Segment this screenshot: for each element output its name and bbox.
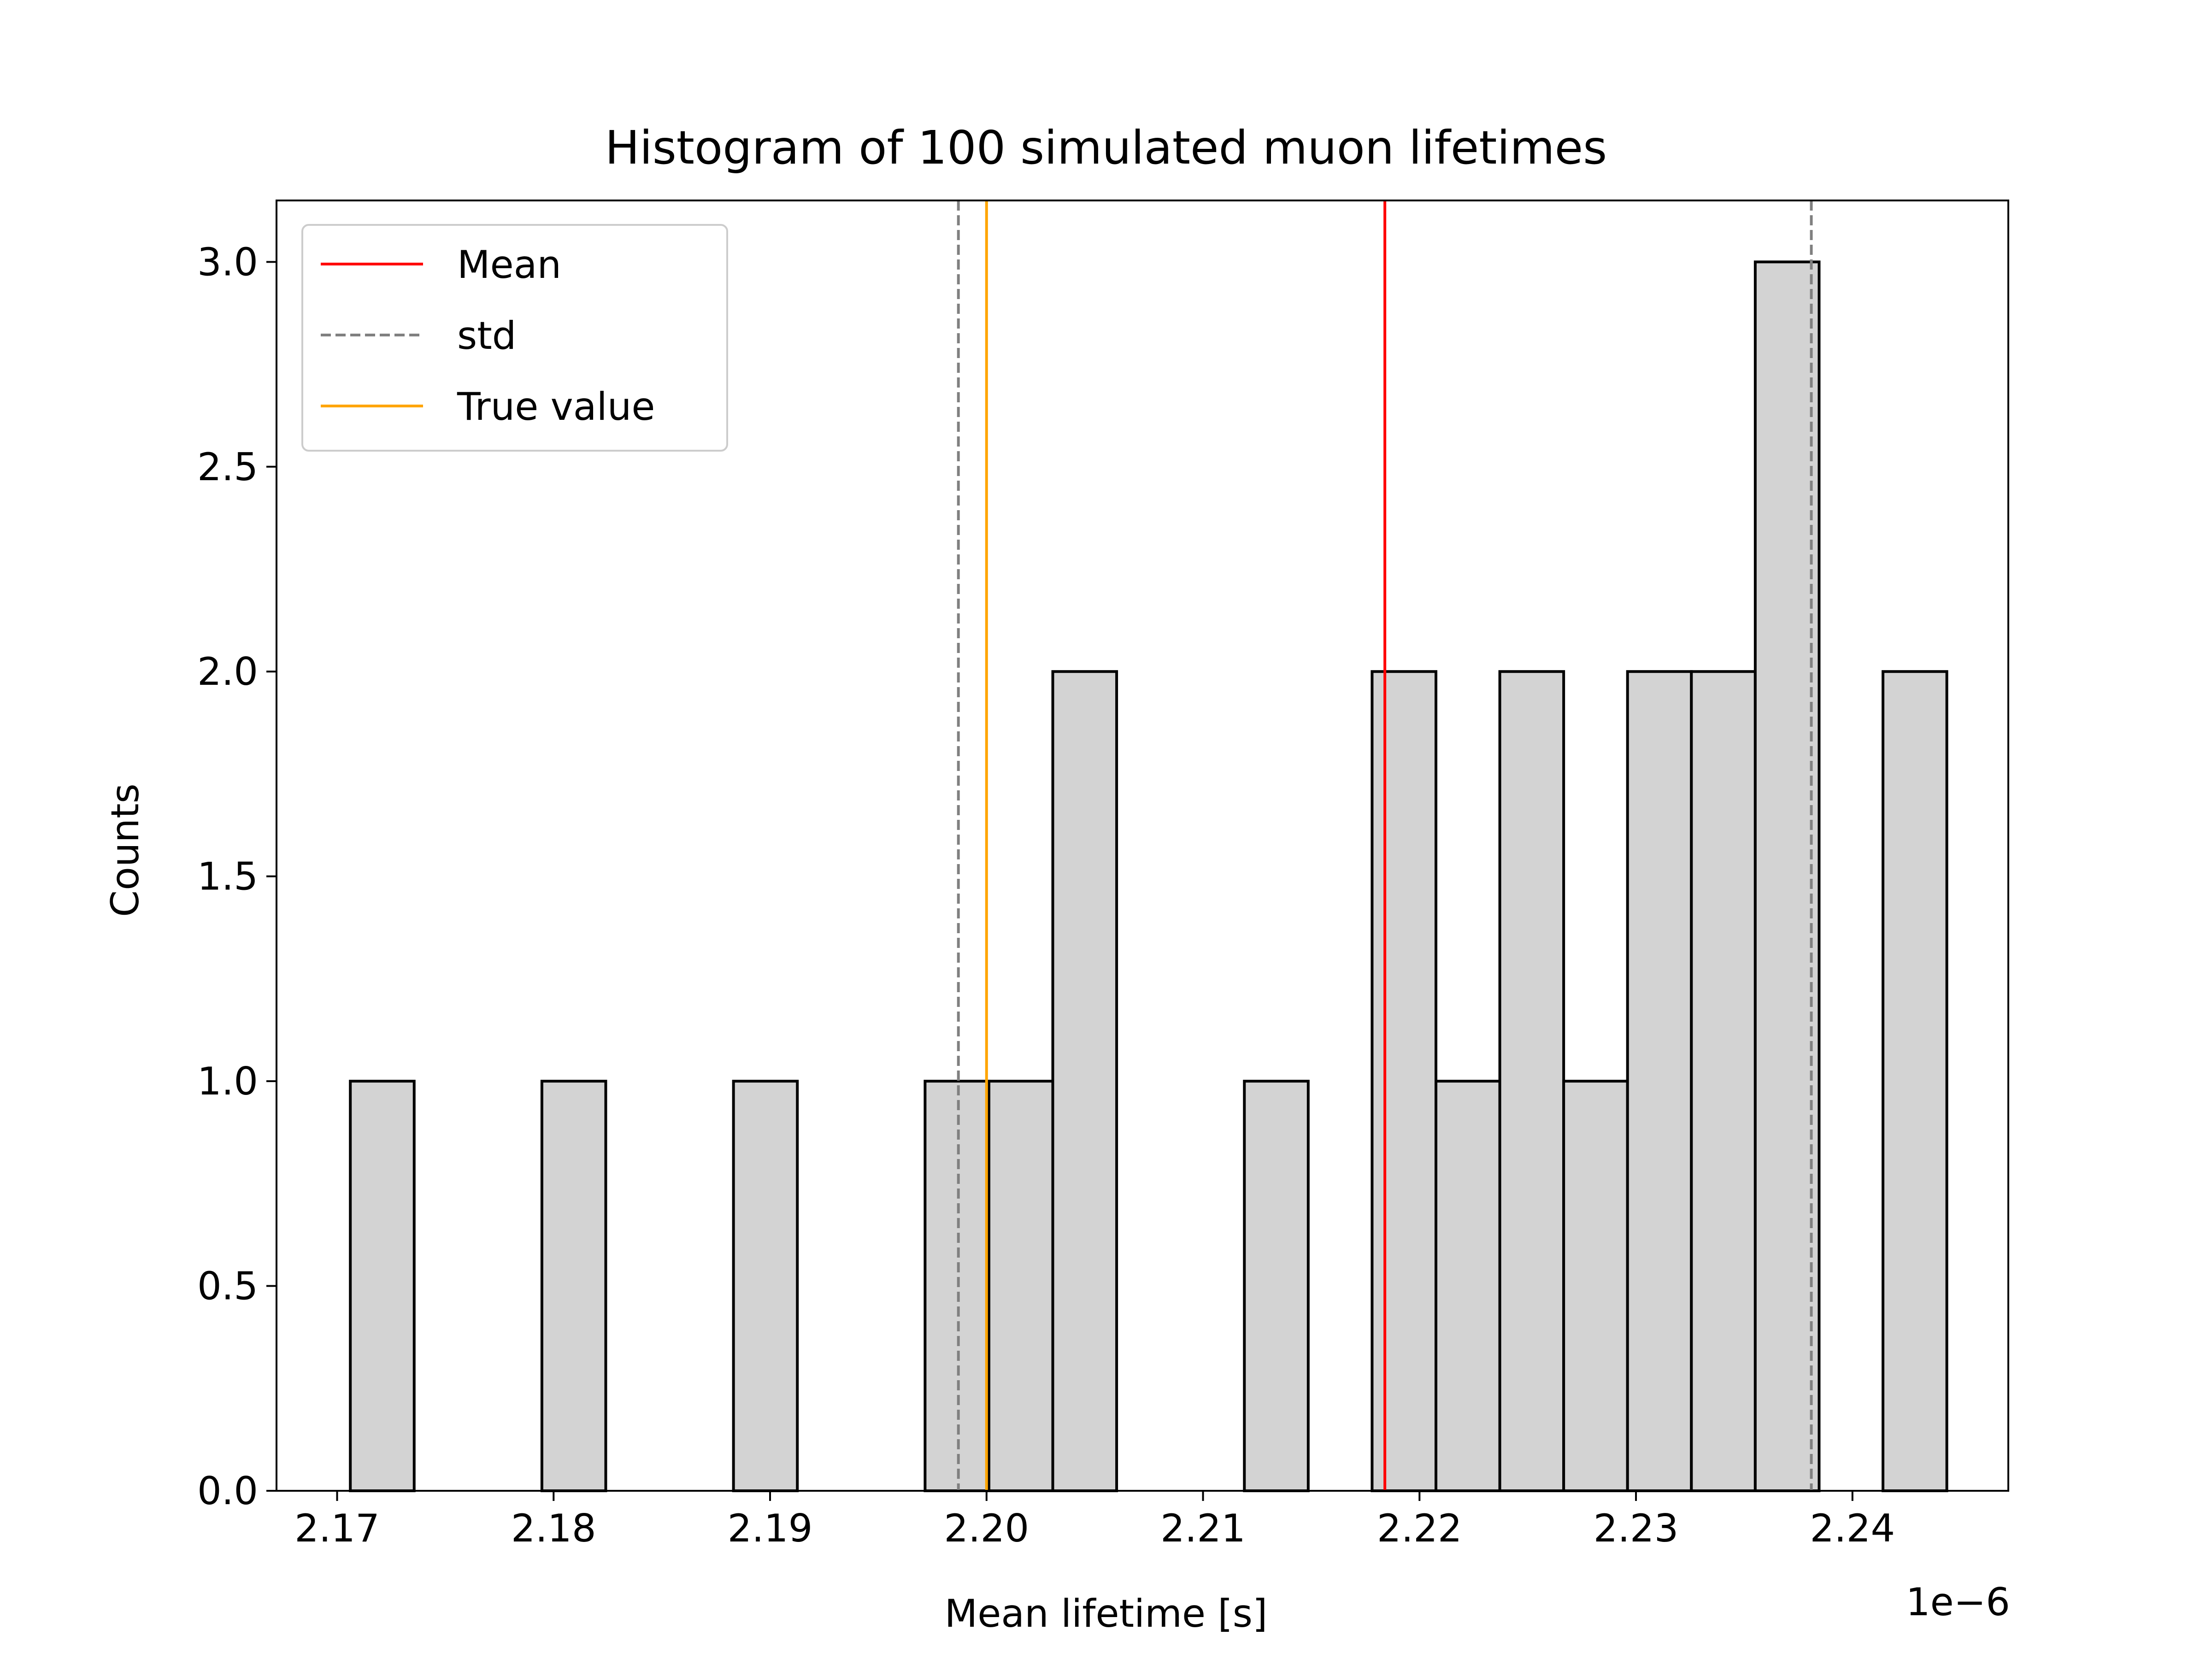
histogram-bar-11 [1051, 670, 1118, 1492]
x-tick-label-5: 2.22 [1377, 1506, 1462, 1551]
y-tick-label-3: 1.5 [197, 854, 258, 899]
x-tick-label-0: 2.17 [294, 1506, 380, 1551]
x-tick-label-3: 2.20 [944, 1506, 1029, 1551]
y-tick-label-2: 1.0 [197, 1059, 258, 1104]
histogram-bar-14 [1243, 1080, 1310, 1492]
histogram-bar-21 [1690, 670, 1757, 1492]
chart-title: Histogram of 100 simulated muon lifetime… [605, 121, 1607, 175]
histogram-bar-9 [924, 1080, 990, 1492]
histogram-bar-22 [1753, 260, 1821, 1493]
x-tick-label-2: 2.19 [728, 1506, 813, 1551]
histogram-bar-19 [1562, 1080, 1629, 1492]
y-tick-label-6: 3.0 [197, 240, 258, 284]
histogram-bar-3 [540, 1080, 607, 1492]
histogram-bar-24 [1882, 670, 1948, 1492]
histogram-bars [349, 260, 1948, 1493]
y-axis-label: Counts [103, 783, 147, 917]
y-tick-label-4: 2.0 [197, 649, 258, 694]
reference-lines [957, 200, 1813, 1491]
legend: Mean std True value [301, 224, 728, 452]
x-tick-label-6: 2.23 [1594, 1506, 1679, 1551]
histogram-bar-20 [1626, 670, 1693, 1492]
plot-frame [276, 200, 2009, 1492]
x-tick-label-4: 2.21 [1160, 1506, 1246, 1551]
y-tick-label-1: 0.5 [197, 1264, 258, 1309]
histogram-bar-6 [732, 1080, 799, 1492]
y-axis-ticks: 0.0 0.5 1.0 1.5 2.0 2.5 3.0 [197, 240, 276, 1513]
histogram-bar-18 [1498, 670, 1565, 1492]
legend-label-1: std [457, 313, 516, 358]
histogram-bar-16 [1371, 670, 1437, 1492]
legend-label-0: Mean [457, 242, 561, 287]
x-tick-label-7: 2.24 [1810, 1506, 1895, 1551]
legend-label-2: True value [457, 384, 655, 429]
x-axis-label: Mean lifetime [s] [945, 1591, 1268, 1636]
histogram-bar-17 [1434, 1080, 1501, 1492]
legend-box [301, 224, 728, 452]
histogram-bar-0 [349, 1080, 416, 1492]
x-tick-label-1: 2.18 [511, 1506, 596, 1551]
x-axis-ticks: 2.17 2.18 2.19 2.20 2.21 2.22 2.23 2.24 [294, 1491, 1895, 1551]
x-axis-offset-label: 1e−6 [1906, 1580, 2010, 1624]
histogram-bar-10 [987, 1080, 1054, 1492]
y-tick-label-0: 0.0 [197, 1469, 258, 1513]
y-tick-label-5: 2.5 [197, 445, 258, 489]
